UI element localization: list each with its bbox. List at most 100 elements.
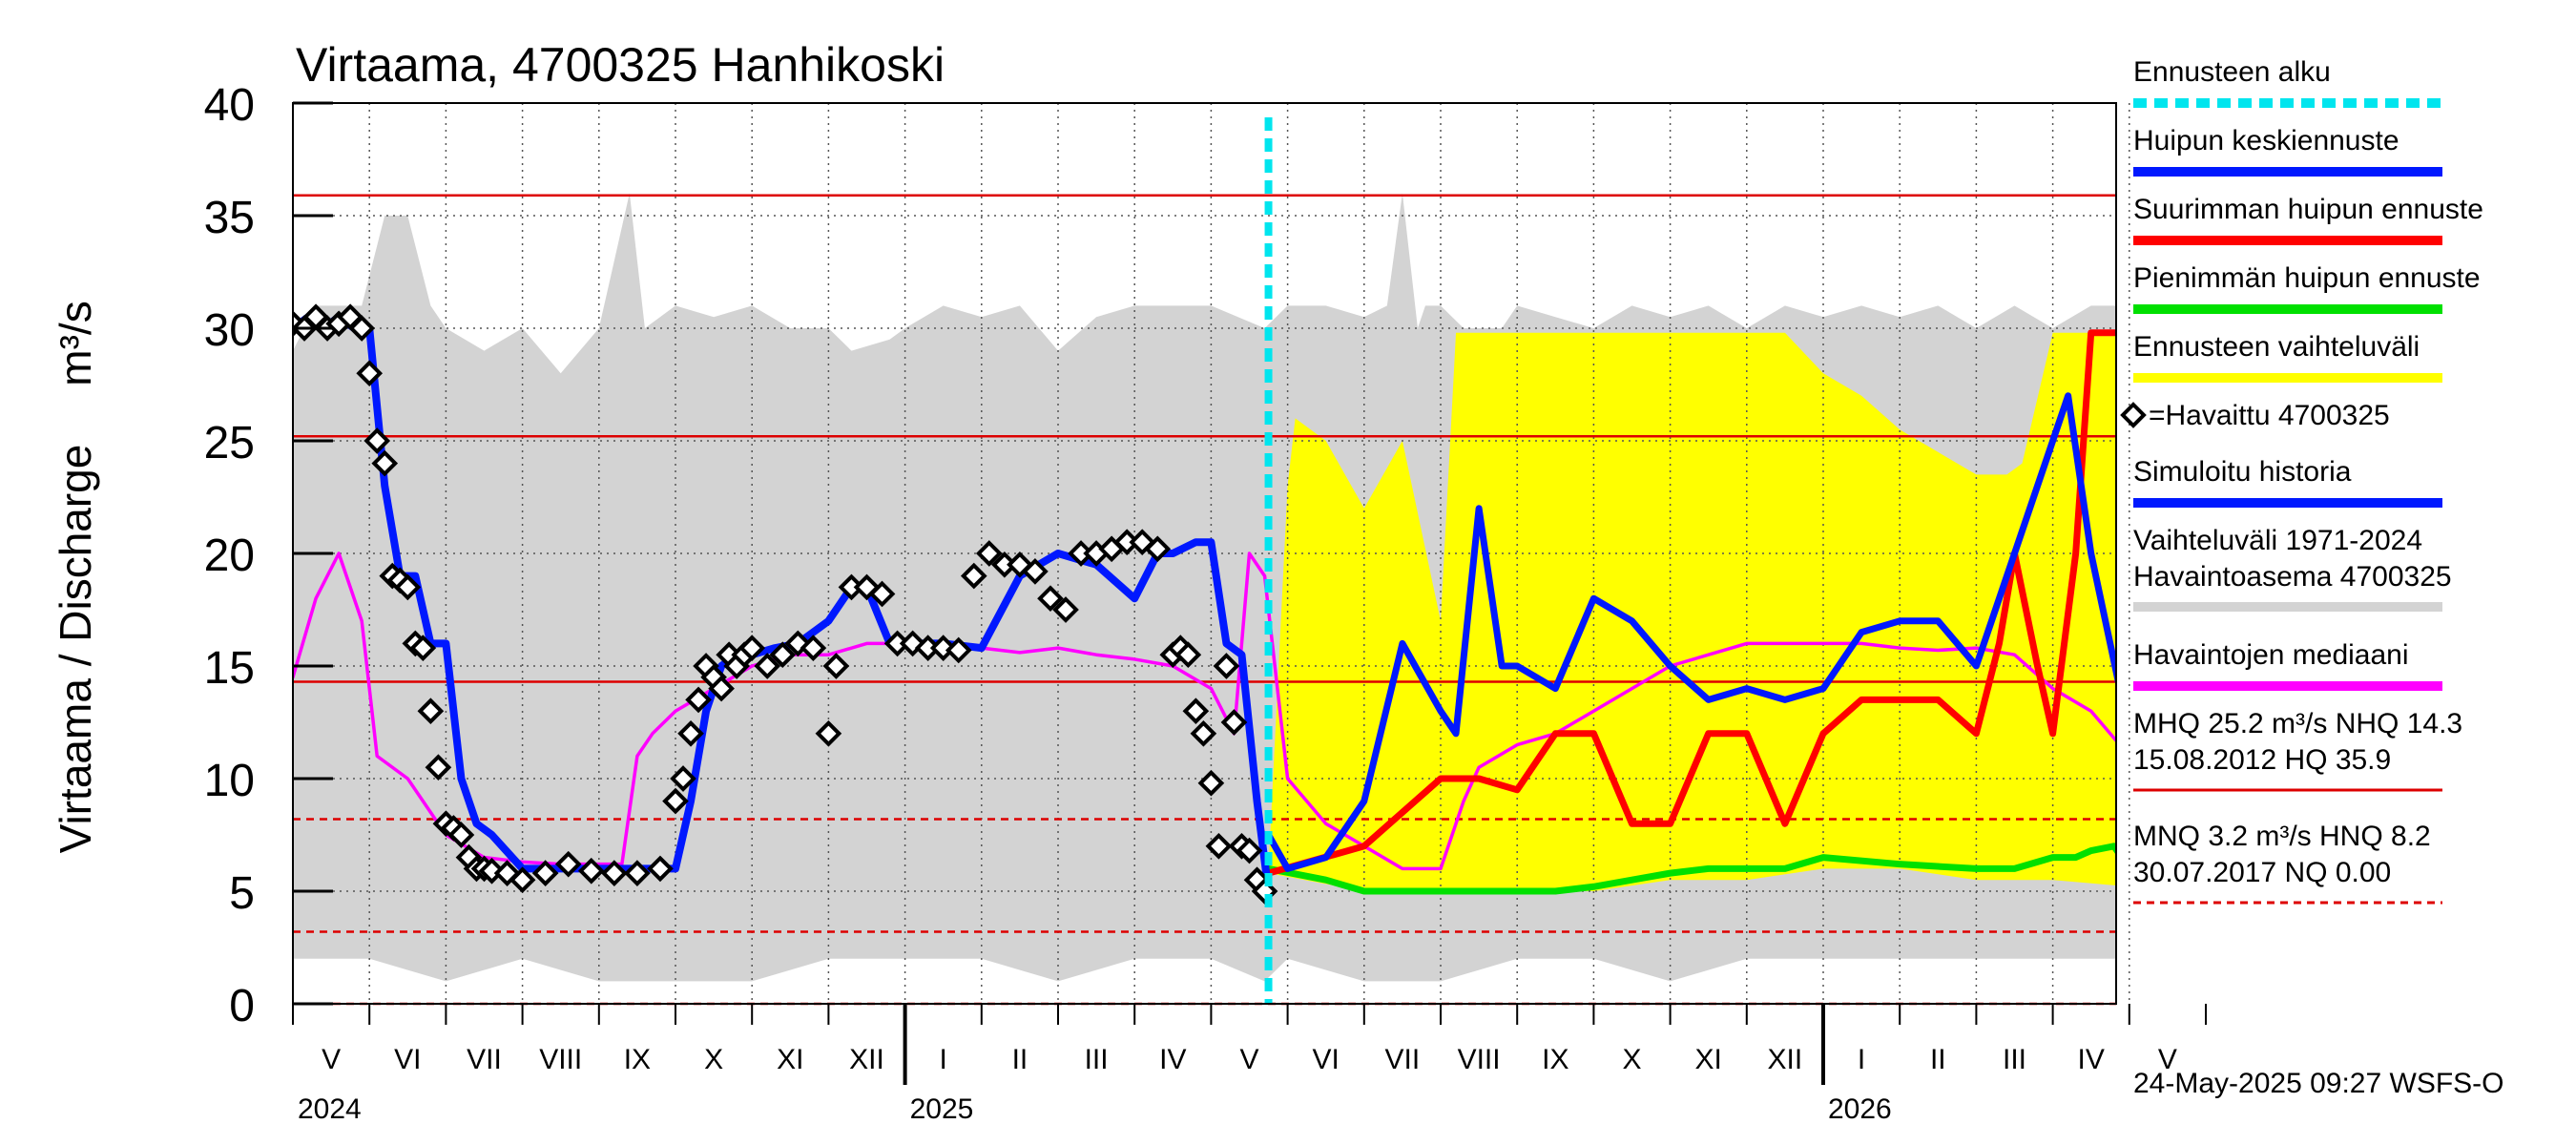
timestamp-footer: 24-May-2025 09:27 WSFS-O	[2133, 1068, 2504, 1099]
observed-point	[685, 686, 712, 714]
observed-point	[554, 850, 582, 878]
month-label: III	[1085, 1044, 1109, 1075]
legend-item-high-stats: MHQ 25.2 m³/s NHQ 14.3	[2133, 708, 2462, 739]
legend-observed-marker	[2120, 402, 2147, 428]
legend-item-low-stats-line2: 30.07.2017 NQ 0.00	[2133, 857, 2391, 888]
y-tick-label: 35	[204, 193, 255, 243]
max-peak-forecast-line	[1265, 329, 2116, 877]
observed-point	[754, 653, 781, 679]
observed-point	[1236, 837, 1263, 864]
month-label: IX	[624, 1044, 651, 1075]
observed-point	[509, 866, 536, 894]
mean-peak-forecast-line	[1265, 392, 2116, 872]
observed-point	[662, 787, 689, 815]
observed-point	[1197, 769, 1225, 797]
month-label: XI	[777, 1044, 803, 1075]
y-tick-label: 5	[229, 868, 255, 919]
legend-item-high-stats-line2: 15.08.2012 HQ 35.9	[2133, 744, 2391, 776]
observed-point	[868, 580, 896, 608]
month-label: IX	[1542, 1044, 1568, 1075]
observed-point	[371, 449, 399, 477]
observed-point	[531, 860, 559, 886]
legend-item-low-stats: MNQ 3.2 m³/s HNQ 8.2	[2133, 821, 2431, 852]
legend-item-mean-peak: Huipun keskiennuste	[2133, 125, 2399, 156]
month-label: VII	[467, 1044, 502, 1075]
month-label: X	[704, 1044, 723, 1075]
observed-point	[1205, 832, 1233, 860]
legend-item-min-peak: Pienimmän huipun ennuste	[2133, 262, 2481, 294]
observed-point	[960, 562, 987, 590]
min-peak-forecast-line	[1265, 843, 2116, 895]
month-label: VII	[1385, 1044, 1421, 1075]
month-label: XII	[1768, 1044, 1803, 1075]
observed-point	[394, 573, 422, 601]
observed-point	[356, 360, 384, 387]
legend-item-median: Havaintojen mediaani	[2133, 639, 2409, 671]
observed-point	[348, 315, 376, 342]
observed-point	[677, 719, 704, 747]
month-label: X	[1622, 1044, 1641, 1075]
observed-point	[738, 635, 766, 661]
legend-item-forecast-range: Ennusteen vaihteluväli	[2133, 331, 2420, 363]
legend-item-hist-range: Vaihteluväli 1971-2024	[2133, 525, 2422, 556]
observed-point	[822, 653, 850, 679]
month-label: VIII	[1458, 1044, 1501, 1075]
observed-point	[1022, 558, 1049, 585]
month-label: XI	[1695, 1044, 1722, 1075]
year-label: 2024	[298, 1093, 362, 1125]
month-label: V	[1239, 1044, 1258, 1075]
observed-point	[577, 857, 605, 885]
month-label: I	[940, 1044, 947, 1075]
observed-point	[800, 635, 827, 661]
y-axis-unit: m³/s	[51, 301, 100, 385]
observed-point	[447, 822, 475, 848]
month-label: IV	[2078, 1044, 2105, 1075]
month-label: III	[2003, 1044, 2026, 1075]
month-label: II	[1012, 1044, 1028, 1075]
month-label: XII	[849, 1044, 884, 1075]
observed-point	[601, 860, 628, 886]
y-tick-label: 15	[204, 643, 255, 694]
observed-point	[1052, 596, 1079, 623]
legend-item-forecast-start: Ennusteen alku	[2133, 56, 2331, 88]
observed-point	[417, 697, 445, 725]
month-label: VI	[1313, 1044, 1340, 1075]
legend-item-observed: =Havaittu 4700325	[2149, 400, 2390, 431]
month-label: VIII	[539, 1044, 582, 1075]
chart-title: Virtaama, 4700325 Hanhikoski	[296, 38, 945, 92]
observed-point	[1220, 709, 1248, 736]
y-tick-label: 20	[204, 531, 255, 581]
observed-point	[624, 860, 651, 886]
observed-point	[769, 641, 797, 669]
observed-point	[945, 636, 972, 664]
observed-point	[1174, 641, 1202, 669]
observed-point	[815, 719, 842, 747]
observed-point	[647, 855, 674, 883]
forecast-range-band	[1268, 332, 2116, 891]
observed-point	[670, 765, 696, 792]
y-tick-label: 0	[229, 981, 255, 1031]
observed-point	[1037, 585, 1064, 613]
observed-point	[1213, 653, 1240, 679]
observed-point	[425, 754, 452, 781]
month-label: IV	[1159, 1044, 1186, 1075]
legend-item-max-peak: Suurimman huipun ennuste	[2133, 194, 2483, 225]
observed-point	[1144, 535, 1172, 563]
month-label: I	[1858, 1044, 1865, 1075]
y-tick-label: 30	[204, 305, 255, 356]
y-tick-label: 25	[204, 418, 255, 468]
month-label: VI	[394, 1044, 421, 1075]
y-tick-label: 40	[204, 80, 255, 131]
month-label: II	[1930, 1044, 1946, 1075]
year-label: 2025	[910, 1093, 974, 1125]
observed-point	[975, 540, 1003, 567]
observed-point	[1182, 697, 1210, 725]
observed-point	[409, 635, 437, 661]
observed-point	[1190, 719, 1217, 747]
legend-item-hist-range-line2: Havaintoasema 4700325	[2133, 561, 2452, 593]
legend-item-simulated: Simuloitu historia	[2133, 456, 2352, 488]
y-tick-label: 10	[204, 756, 255, 806]
observed-point	[364, 427, 391, 454]
month-label: V	[322, 1044, 341, 1075]
